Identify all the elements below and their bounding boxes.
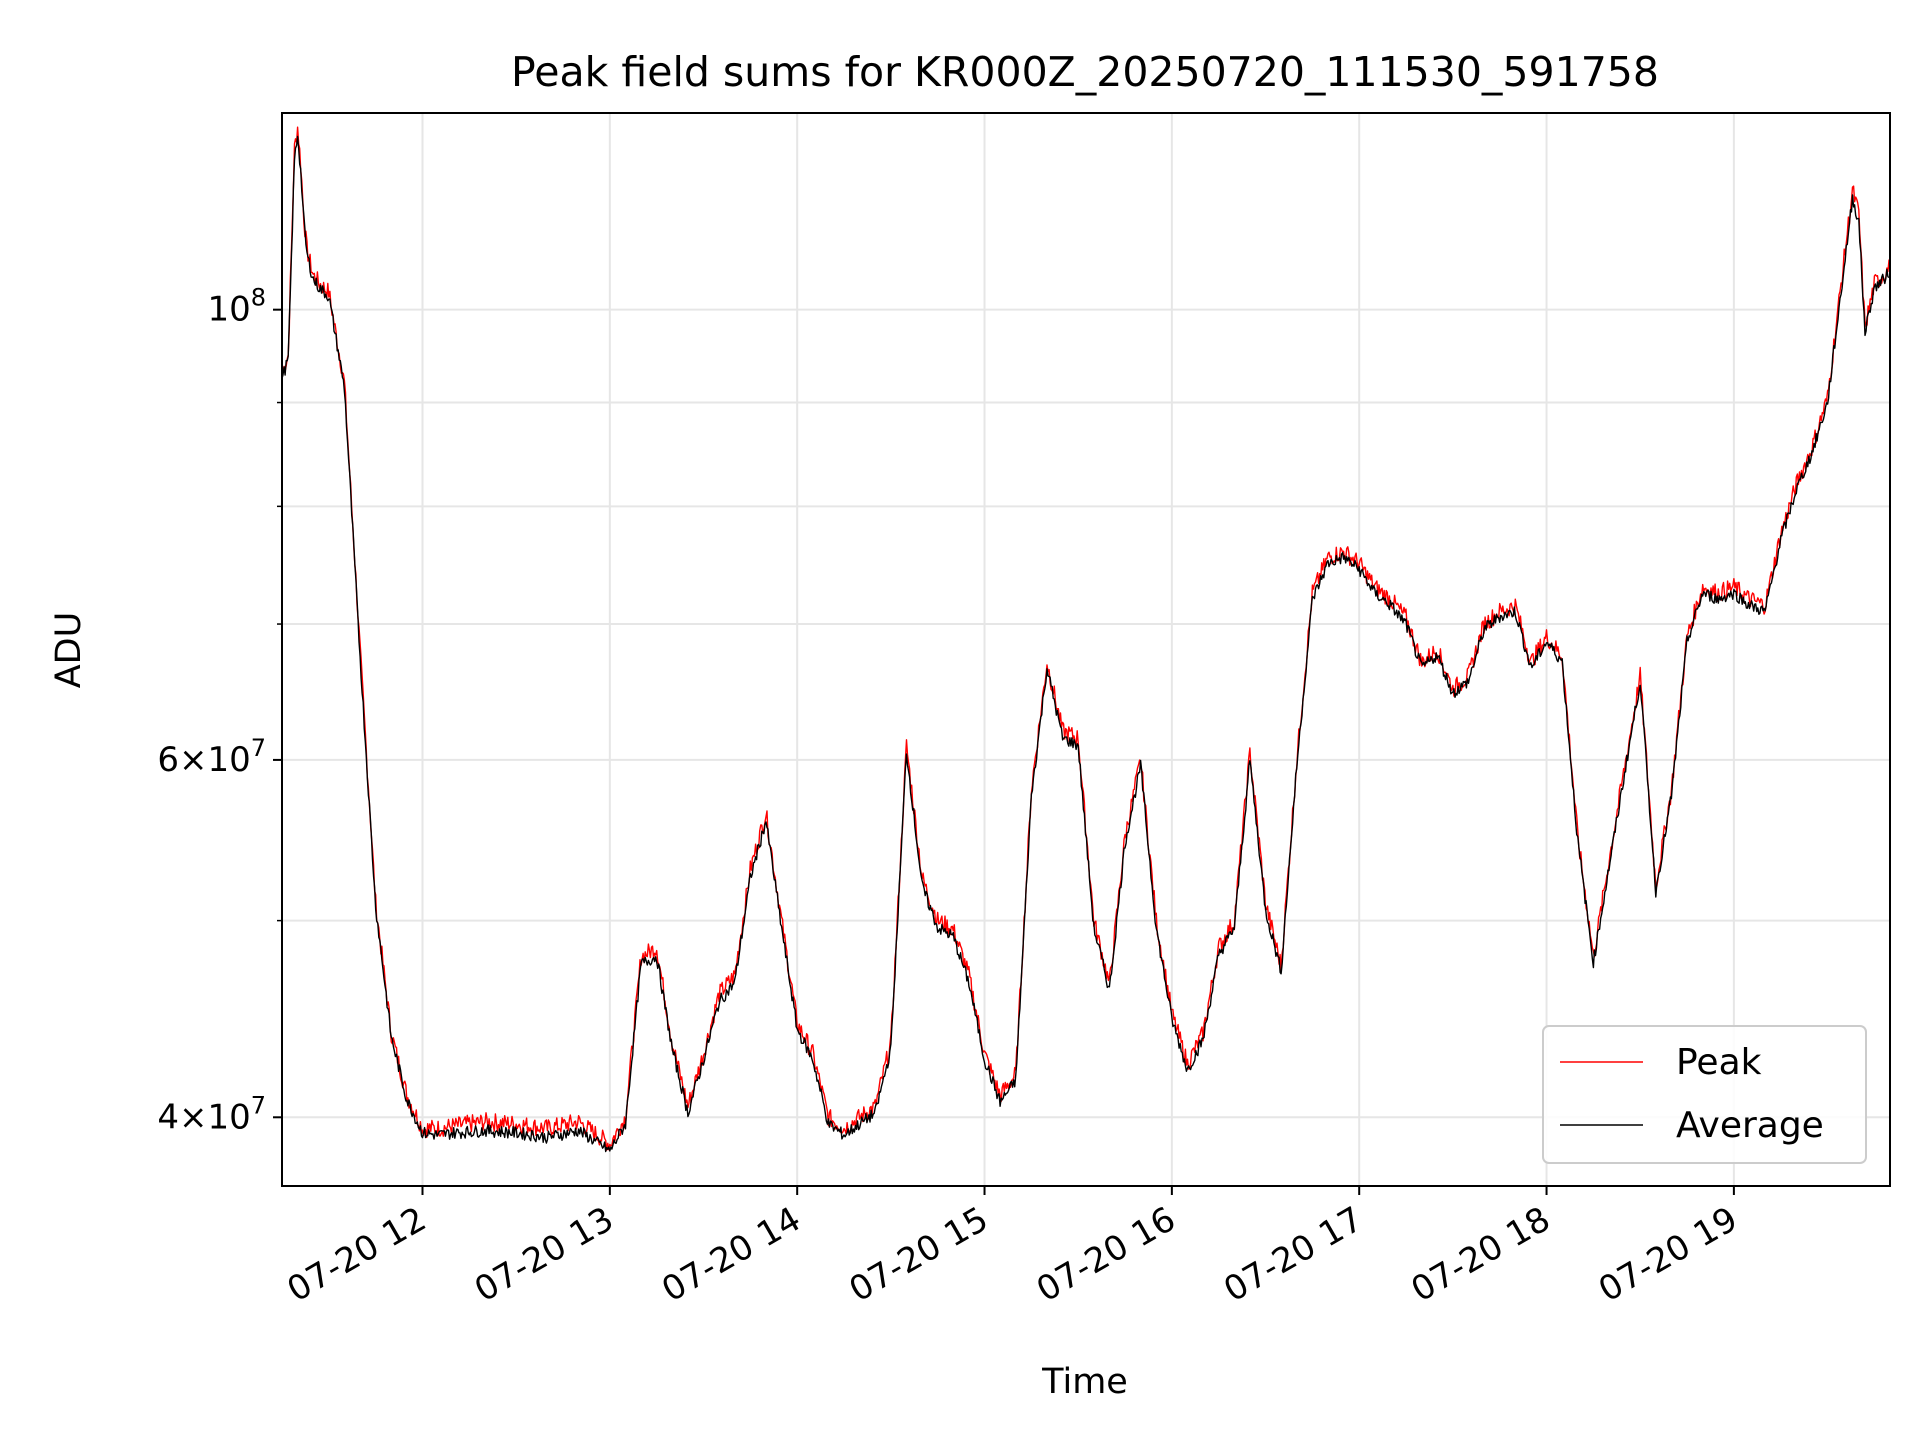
y-axis-label: ADU <box>49 612 89 689</box>
y-axis-ticks: 108 6×107 4×107 <box>157 284 282 1137</box>
y-tick-label: 108 <box>207 284 266 330</box>
legend: Peak Average <box>1542 1025 1867 1164</box>
legend-box <box>1542 1025 1867 1164</box>
chart-title: Peak field sums for KR000Z_20250720_1115… <box>511 48 1659 96</box>
legend-label-average: Average <box>1676 1105 1824 1146</box>
series-line-average <box>281 135 1891 1153</box>
x-axis-label: Time <box>1041 1362 1128 1402</box>
legend-label-peak: Peak <box>1676 1042 1762 1083</box>
y-tick-label: 6×107 <box>157 734 266 780</box>
plot-series <box>281 126 1891 1153</box>
plot-frame <box>281 112 1891 1187</box>
y-tick-label: 4×107 <box>157 1091 266 1137</box>
